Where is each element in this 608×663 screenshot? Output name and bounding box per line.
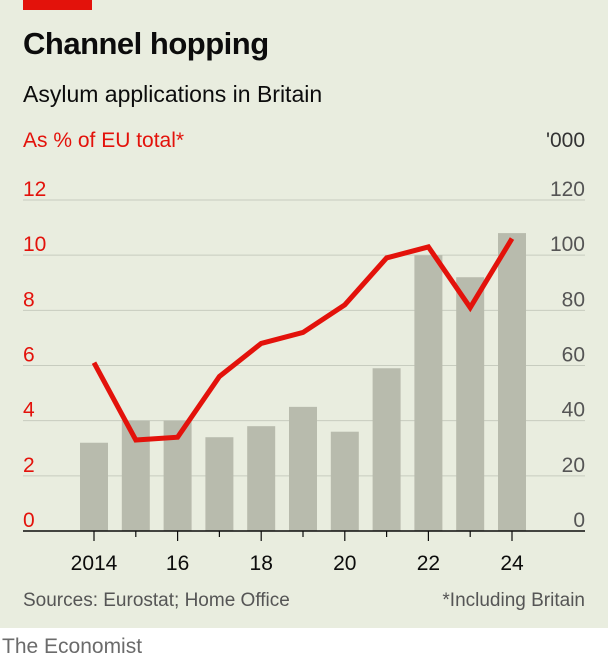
bar xyxy=(414,255,443,531)
right-tick-label: 120 xyxy=(550,178,585,201)
right-axis-label: '000 xyxy=(545,129,585,152)
x-tick-label: 24 xyxy=(500,552,524,575)
left-tick-label: 10 xyxy=(23,233,46,256)
source-note: Sources: Eurostat; Home Office xyxy=(23,590,290,611)
right-tick-label: 40 xyxy=(562,399,585,422)
chart-subtitle: Asylum applications in Britain xyxy=(23,81,323,107)
x-axis xyxy=(23,530,585,541)
left-tick-label: 4 xyxy=(23,399,35,422)
right-tick-label: 80 xyxy=(562,288,585,311)
brand-red-tag xyxy=(23,0,92,10)
line-series xyxy=(91,237,515,443)
bar xyxy=(498,233,526,531)
right-tick-label: 20 xyxy=(562,454,585,477)
x-tick-label: 2014 xyxy=(71,552,118,575)
x-tick-label: 22 xyxy=(417,552,440,575)
bar xyxy=(80,442,108,531)
x-tick-label: 16 xyxy=(166,552,189,575)
chart-title: Channel hopping xyxy=(23,26,269,61)
bar-series xyxy=(80,233,526,531)
left-axis-label: As % of EU total* xyxy=(23,129,185,152)
left-tick-label: 12 xyxy=(23,178,46,201)
right-tick-label: 60 xyxy=(562,344,585,367)
left-tick-label: 2 xyxy=(23,454,35,477)
right-tick-label: 0 xyxy=(573,509,585,532)
brand-name: The Economist xyxy=(2,635,143,658)
eu-share-line xyxy=(91,237,515,443)
bar xyxy=(456,277,485,531)
bar xyxy=(372,368,401,531)
footnote: *Including Britain xyxy=(442,590,585,611)
left-tick-label: 0 xyxy=(23,509,35,532)
x-tick-label: 20 xyxy=(333,552,356,575)
bar xyxy=(289,406,317,531)
bar xyxy=(330,431,359,531)
left-tick-label: 8 xyxy=(23,288,35,311)
x-tick-label: 18 xyxy=(250,552,273,575)
bar xyxy=(247,426,276,531)
right-tick-label: 100 xyxy=(550,233,585,256)
bar xyxy=(205,437,234,531)
left-tick-label: 6 xyxy=(23,344,35,367)
